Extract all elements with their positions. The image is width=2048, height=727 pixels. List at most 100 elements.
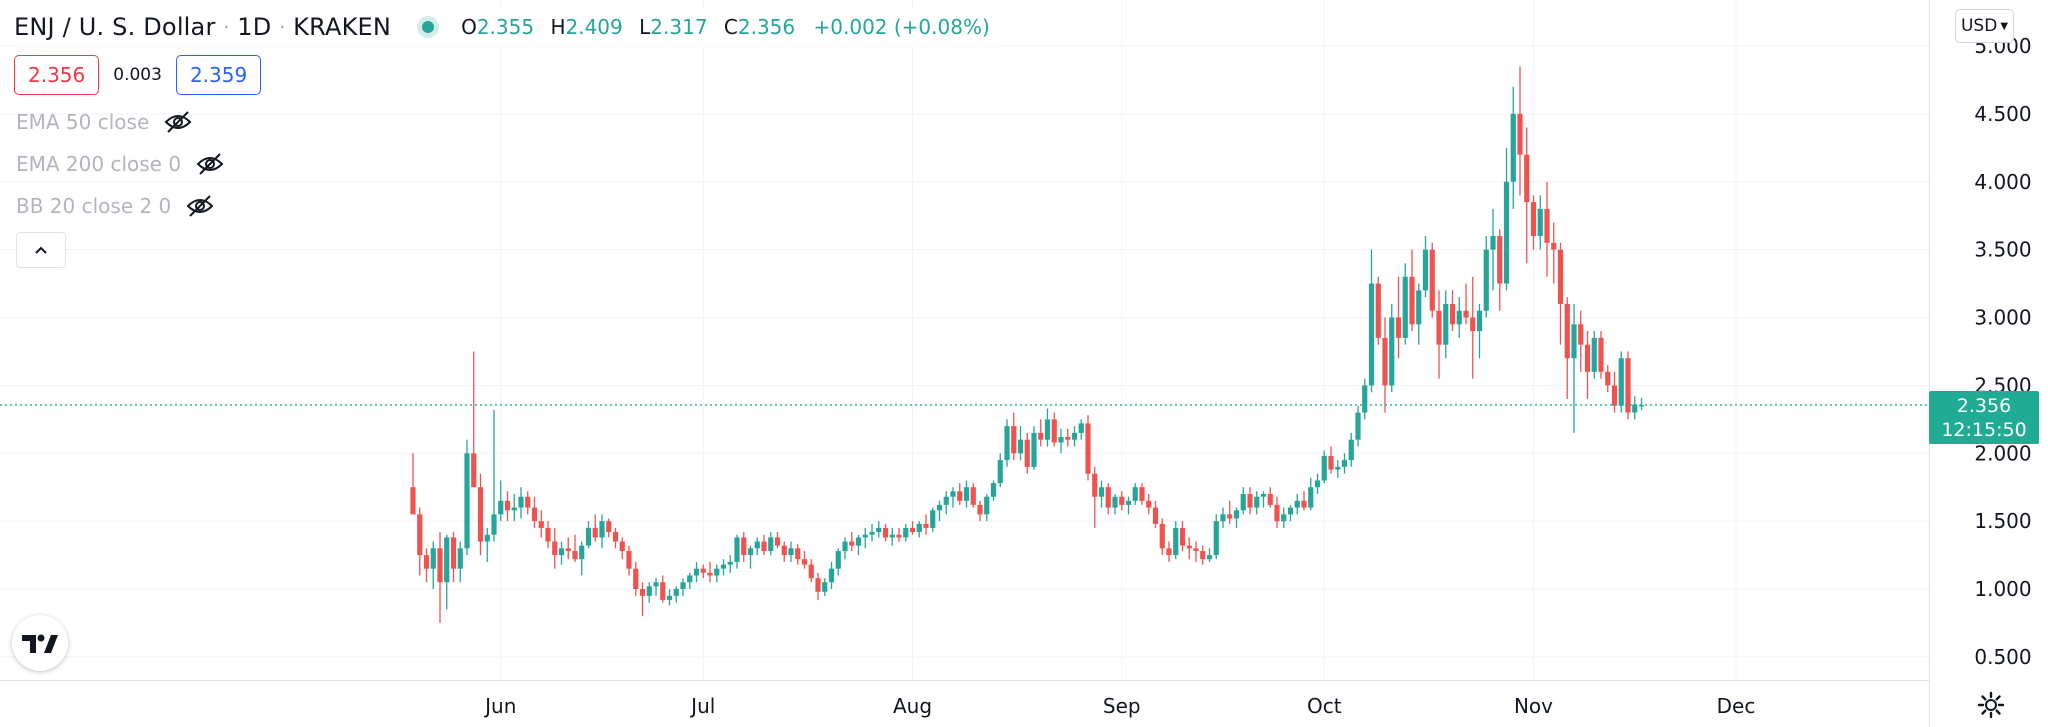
candle-body [1098, 487, 1105, 497]
close-value: 2.356 [737, 15, 796, 39]
candle-body [714, 568, 720, 576]
candle-body [1416, 290, 1422, 325]
candle [1382, 317, 1388, 413]
candle-body [1551, 242, 1557, 250]
candle [977, 500, 983, 522]
candle [410, 453, 416, 515]
buy-button[interactable]: 2.359 [175, 55, 262, 95]
eye-hidden-icon[interactable] [195, 152, 225, 176]
candle-body [1409, 276, 1415, 325]
x-tick-label: Aug [893, 694, 932, 718]
x-tick-label: Sep [1103, 694, 1141, 718]
eye-hidden-icon[interactable] [185, 194, 215, 218]
candle-body [936, 504, 943, 511]
gear-icon[interactable] [1976, 690, 2006, 720]
sell-button[interactable]: 2.356 [14, 55, 100, 95]
candle [1159, 518, 1165, 556]
candle-body [1483, 249, 1489, 311]
candle [1179, 521, 1186, 552]
candle [1085, 415, 1091, 481]
candle [687, 572, 693, 590]
candle-body [889, 534, 895, 538]
candle [990, 480, 997, 501]
candle [518, 487, 524, 519]
exchange-label[interactable]: KRAKEN [293, 13, 392, 41]
candle-body [795, 548, 801, 560]
candle [1071, 426, 1078, 447]
candle-body [1456, 310, 1462, 325]
candle [1497, 229, 1503, 311]
candle-body [970, 487, 976, 505]
candle-body [1544, 208, 1550, 243]
candle-body [1240, 494, 1246, 511]
candle [1537, 195, 1543, 250]
open-value: 2.355 [476, 15, 535, 39]
tradingview-logo[interactable] [12, 615, 68, 671]
candle [484, 527, 490, 562]
candle [1578, 310, 1584, 372]
interval-label[interactable]: 1D [237, 13, 272, 41]
candle-body [842, 541, 848, 552]
candle [1490, 208, 1496, 291]
candle [963, 480, 970, 508]
eye-hidden-icon[interactable] [163, 110, 193, 134]
candle-body [1470, 317, 1476, 332]
candle [545, 521, 551, 549]
symbol-name[interactable]: ENJ / U. S. Dollar [14, 13, 216, 41]
indicator-ema-50[interactable]: EMA 50 close [16, 110, 193, 134]
candle-body [1038, 432, 1044, 440]
candle [1112, 494, 1118, 515]
candle-body [1159, 523, 1165, 549]
candle-body [1618, 358, 1624, 406]
candle [1004, 419, 1010, 467]
ohlc-values: O2.355 H2.409 L2.317 C2.356 +0.002 (+0.0… [461, 15, 990, 39]
candle [1274, 496, 1280, 528]
candle [444, 534, 450, 610]
indicator-ema-200[interactable]: EMA 200 close 0 [16, 152, 225, 176]
candle-body [464, 453, 470, 549]
candle [1517, 66, 1523, 196]
high-value: 2.409 [565, 15, 623, 39]
candle-body [815, 578, 821, 592]
candle [633, 561, 639, 596]
candle-body [801, 559, 808, 565]
candle-body [417, 514, 423, 556]
candle [1503, 147, 1510, 291]
candle-body [1058, 436, 1064, 443]
candle-body [619, 541, 625, 552]
candle [1125, 496, 1132, 515]
candle-body [1200, 551, 1206, 560]
x-tick-label: Nov [1514, 694, 1553, 718]
market-status-icon[interactable] [417, 16, 440, 38]
candle [599, 514, 605, 549]
currency-select[interactable]: USD ▼ [1955, 9, 2014, 43]
collapse-indicators-button[interactable] [16, 232, 66, 268]
y-tick-label: 1.500 [1974, 509, 2031, 533]
candle [801, 551, 808, 569]
candle-body [646, 586, 652, 596]
candle [1247, 487, 1253, 515]
candle [1267, 487, 1273, 508]
candle-body [1112, 496, 1118, 508]
close-label: C [723, 15, 738, 39]
candle [889, 527, 895, 546]
candle-body [1524, 154, 1530, 203]
candle-body [673, 589, 679, 596]
candle [1078, 419, 1084, 440]
candle-body [747, 548, 754, 556]
change-value: +0.002 (+0.08%) [813, 15, 990, 39]
header-separator: · [279, 16, 286, 38]
candle-body [504, 500, 511, 511]
candle [1591, 331, 1597, 379]
candle-body [1436, 310, 1442, 345]
candle-body [1591, 337, 1597, 372]
indicator-bb-20[interactable]: BB 20 close 2 0 [16, 194, 215, 218]
candle [957, 483, 963, 505]
candle [491, 409, 497, 542]
candle [437, 532, 443, 623]
candle [774, 532, 781, 549]
candle-body [1233, 510, 1240, 519]
candle-body [579, 545, 585, 560]
candle [822, 578, 828, 596]
